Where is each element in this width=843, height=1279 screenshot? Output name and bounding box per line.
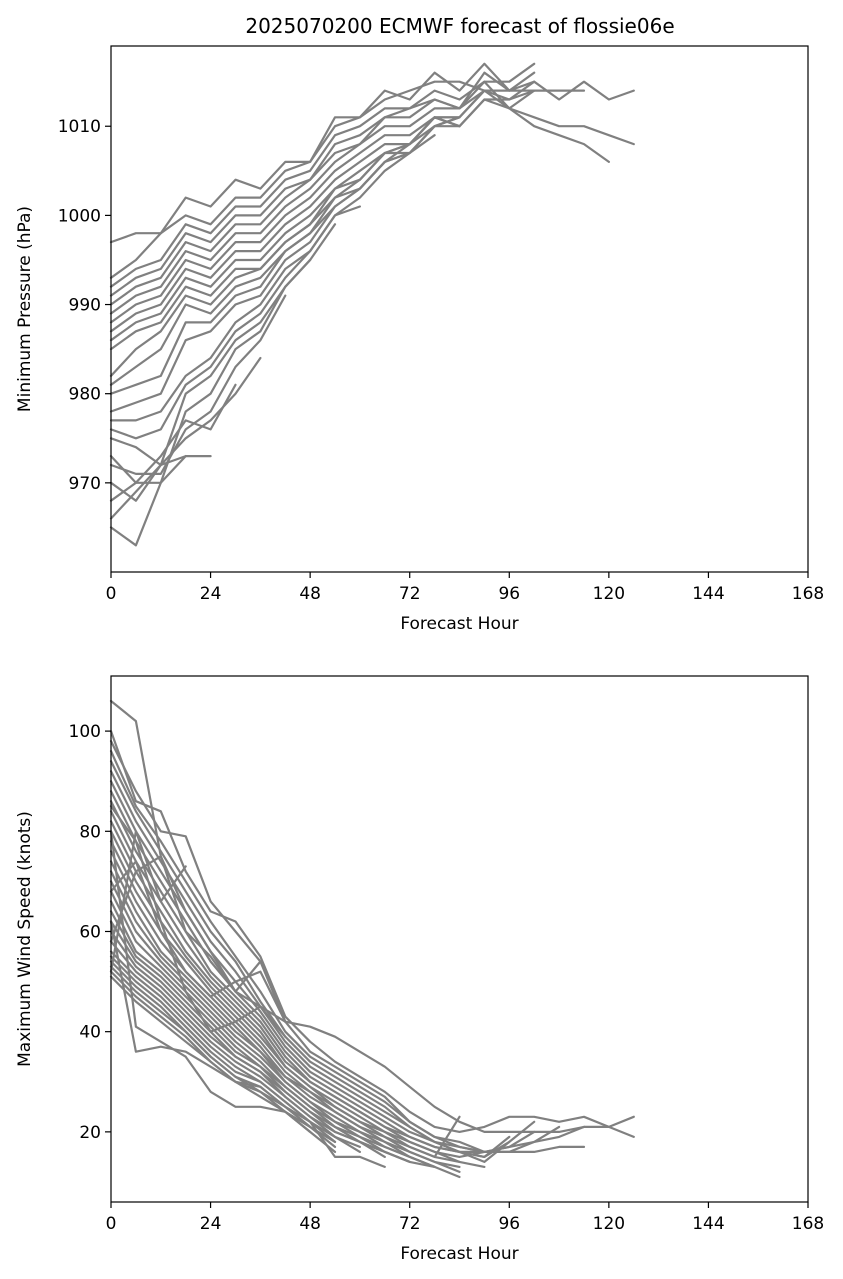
pressure-y-axis-label: Minimum Pressure (hPa) <box>15 206 35 412</box>
pressure-x-axis-label: Forecast Hour <box>400 614 518 634</box>
wind-x-tick-label-96: 96 <box>498 1214 520 1234</box>
pressure-panel: 0 24 48 72 96 120 144 168 970 980 990 1000 1010 Fore… <box>15 45 824 634</box>
pressure-x-tick-label-144: 144 <box>692 584 724 604</box>
wind-member-line-4 <box>109 760 561 1154</box>
pressure-x-tick-label-168: 168 <box>792 584 824 604</box>
pressure-y-tick-label-1000: 1000 <box>58 206 101 226</box>
pressure-member-line-1 <box>109 80 635 279</box>
wind-member-line-26 <box>109 965 337 1149</box>
wind-ticks: 0 24 48 72 96 120 144 168 20 40 60 80 100 <box>69 722 825 1234</box>
wind-y-tick-label-60: 60 <box>79 922 101 942</box>
pressure-member-line-3 <box>109 71 586 297</box>
pressure-member-line-21 <box>109 455 212 520</box>
pressure-plot-frame <box>110 45 809 573</box>
wind-member-line-17 <box>109 890 436 1169</box>
figure-title: 2025070200 ECMWF forecast of flossie06e <box>245 14 674 38</box>
pressure-member-line-19 <box>109 356 262 502</box>
pressure-ticks: 0 24 48 72 96 120 144 168 970 980 990 1000 1010 <box>58 117 824 604</box>
pressure-member-line-10 <box>109 116 461 377</box>
pressure-member-line-4 <box>109 62 536 306</box>
wind-y-tick-label-20: 20 <box>79 1123 101 1143</box>
wind-x-tick-label-72: 72 <box>399 1214 421 1234</box>
wind-member-line-30 <box>109 830 312 1129</box>
pressure-x-tick-label-0: 0 <box>106 584 117 604</box>
wind-x-tick-label-168: 168 <box>792 1214 824 1234</box>
pressure-y-tick-label-1010: 1010 <box>58 117 101 137</box>
wind-x-tick-label-144: 144 <box>692 1214 724 1234</box>
wind-y-axis-label: Maximum Wind Speed (knots) <box>15 811 35 1067</box>
pressure-x-tick-label-72: 72 <box>399 584 421 604</box>
wind-panel: 0 24 48 72 96 120 144 168 20 40 60 80 100 Forecast H… <box>15 675 825 1264</box>
pressure-member-line-2 <box>109 80 611 288</box>
pressure-member-line-22 <box>109 455 187 547</box>
wind-member-line-33 <box>109 860 287 1023</box>
pressure-y-tick-label-980: 980 <box>69 385 101 405</box>
wind-x-tick-label-48: 48 <box>299 1214 321 1234</box>
pressure-member-line-8 <box>109 89 536 342</box>
pressure-member-line-13 <box>109 134 436 413</box>
wind-member-line-34 <box>109 805 287 1038</box>
pressure-member-line-15 <box>109 205 361 440</box>
wind-member-line-32 <box>109 855 262 993</box>
pressure-member-line-20 <box>109 383 237 502</box>
pressure-member-line-18 <box>109 294 287 475</box>
wind-x-tick-label-120: 120 <box>593 1214 625 1234</box>
pressure-member-line-14 <box>109 151 411 422</box>
wind-x-tick-label-24: 24 <box>200 1214 222 1234</box>
wind-member-line-22 <box>109 940 361 1149</box>
wind-y-tick-label-80: 80 <box>79 822 101 842</box>
wind-member-line-12 <box>109 840 461 1159</box>
pressure-x-tick-label-24: 24 <box>200 584 222 604</box>
pressure-x-tick-label-48: 48 <box>299 584 321 604</box>
wind-member-line-23 <box>109 950 361 1154</box>
pressure-x-tick-label-96: 96 <box>498 584 520 604</box>
pressure-y-tick-label-970: 970 <box>69 474 101 494</box>
wind-series-group <box>109 699 635 1179</box>
pressure-y-tick-label-990: 990 <box>69 296 101 316</box>
wind-y-tick-label-100: 100 <box>69 722 101 742</box>
wind-member-line-11 <box>109 830 461 1164</box>
wind-member-line-29 <box>109 920 386 1169</box>
pressure-series-group <box>109 62 635 547</box>
wind-member-line-28 <box>109 975 312 1134</box>
wind-x-tick-label-0: 0 <box>106 1214 117 1234</box>
wind-member-line-24 <box>109 955 337 1144</box>
wind-member-line-1 <box>109 729 635 1139</box>
wind-member-line-14 <box>109 860 461 1174</box>
wind-member-line-0 <box>109 699 635 1134</box>
wind-x-axis-label: Forecast Hour <box>400 1244 518 1264</box>
pressure-x-tick-label-120: 120 <box>593 584 625 604</box>
wind-member-line-21 <box>109 930 386 1159</box>
wind-y-tick-label-40: 40 <box>79 1023 101 1043</box>
pressure-member-line-5 <box>109 71 536 315</box>
wind-plot-frame <box>110 675 809 1203</box>
